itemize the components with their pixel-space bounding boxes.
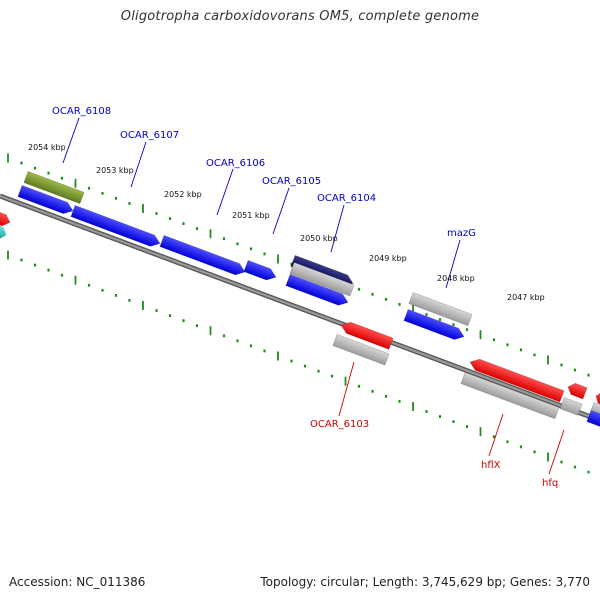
leader-line bbox=[130, 141, 147, 188]
gene-label: OCAR_6108 bbox=[52, 106, 111, 117]
kbp-label: 2047 kbp bbox=[507, 293, 545, 302]
cds-ocar-6106 bbox=[159, 234, 246, 276]
cds-olive-ocar-6108 bbox=[23, 170, 85, 204]
leader-line bbox=[338, 361, 355, 417]
gene-label: OCAR_6105 bbox=[262, 176, 321, 187]
cds-ocar-6108 bbox=[17, 184, 74, 214]
cds-ocar-6107 bbox=[70, 204, 161, 247]
gene-label: OCAR_6106 bbox=[206, 158, 265, 169]
leader-line bbox=[488, 413, 504, 457]
leader-line bbox=[548, 429, 565, 475]
accession-text: Accession: NC_011386 bbox=[9, 575, 146, 589]
cds-gray-hfq bbox=[559, 396, 583, 416]
leader-line bbox=[216, 168, 234, 216]
gene-label: mazG bbox=[447, 228, 476, 239]
cds-mazg bbox=[403, 308, 465, 340]
map-title: Oligotropha carboxidovorans OM5, complet… bbox=[120, 9, 480, 24]
inner-tick-track bbox=[7, 250, 590, 474]
gene-labels: OCAR_6108 OCAR_6107 OCAR_6106 OCAR_6105 OCAR… bbox=[52, 106, 558, 489]
cds-red-right bbox=[595, 391, 600, 408]
leader-line bbox=[272, 187, 290, 235]
cds-ocar-6105 bbox=[243, 259, 277, 281]
leader-line bbox=[445, 239, 461, 289]
cds-gray-ocar-6103 bbox=[332, 333, 390, 366]
cds-ocar-6103 bbox=[340, 321, 394, 350]
label-leader-lines bbox=[62, 117, 565, 475]
cds-hfq bbox=[567, 382, 588, 400]
genome-backbone bbox=[0, 193, 600, 423]
leader-line bbox=[62, 117, 80, 164]
kbp-label: 2048 kbp bbox=[437, 274, 475, 283]
kbp-label: 2054 kbp bbox=[28, 143, 66, 152]
cds-gray-mazg bbox=[408, 291, 473, 327]
cds-red-edge bbox=[0, 208, 11, 227]
gene-label: OCAR_6107 bbox=[120, 130, 179, 141]
kbp-label: 2049 kbp bbox=[369, 254, 407, 263]
cds-gray-right bbox=[589, 401, 600, 421]
cds-features bbox=[0, 170, 600, 428]
kbp-label: 2051 kbp bbox=[232, 211, 270, 220]
kbp-label: 2052 kbp bbox=[164, 190, 202, 199]
gene-label: OCAR_6103 bbox=[310, 419, 369, 430]
cds-cyan-edge bbox=[0, 222, 7, 240]
cds-hflx bbox=[469, 358, 565, 403]
kbp-label: 2053 kbp bbox=[96, 166, 134, 175]
kbp-label: 2050 kbp bbox=[300, 234, 338, 243]
gene-label: OCAR_6104 bbox=[317, 193, 376, 204]
kbp-labels: 2054 kbp 2053 kbp 2052 kbp 2051 kbp 2050 kbp… bbox=[28, 143, 545, 302]
cds-blue-right bbox=[586, 409, 600, 428]
gene-label: hfq bbox=[542, 478, 558, 489]
leader-line bbox=[330, 204, 345, 253]
gene-label: hflX bbox=[481, 460, 501, 471]
genome-stats-text: Topology: circular; Length: 3,745,629 bp… bbox=[260, 575, 590, 589]
cds-gray-ocar-6104 bbox=[289, 261, 355, 297]
cds-ocar-6104 bbox=[285, 273, 349, 306]
cds-gray-hflx bbox=[460, 371, 560, 420]
backbone-line bbox=[0, 194, 600, 422]
